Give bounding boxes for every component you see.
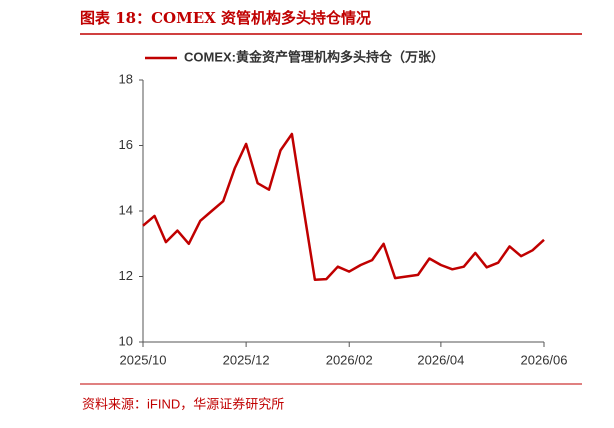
- x-tick-label: 2025/10: [120, 352, 167, 367]
- x-tick-label: 2026/02: [326, 352, 373, 367]
- y-tick-label: 16: [119, 137, 133, 152]
- y-tick-label: 14: [119, 202, 133, 217]
- x-tick-label: 2025/12: [223, 352, 270, 367]
- source-note: 资料来源：iFIND，华源证券研究所: [82, 396, 284, 411]
- y-tick-label: 12: [119, 268, 133, 283]
- legend-label: COMEX:黄金资产管理机构多头持仓（万张）: [184, 49, 444, 64]
- x-tick-label: 2026/04: [417, 352, 464, 367]
- y-tick-label: 10: [119, 333, 133, 348]
- series-line: [142, 132, 545, 282]
- y-tick-label: 18: [119, 71, 133, 86]
- chart-title: 图表 18：COMEX 资管机构多头持仓情况: [80, 9, 371, 27]
- x-tick-label: 2026/06: [521, 352, 568, 367]
